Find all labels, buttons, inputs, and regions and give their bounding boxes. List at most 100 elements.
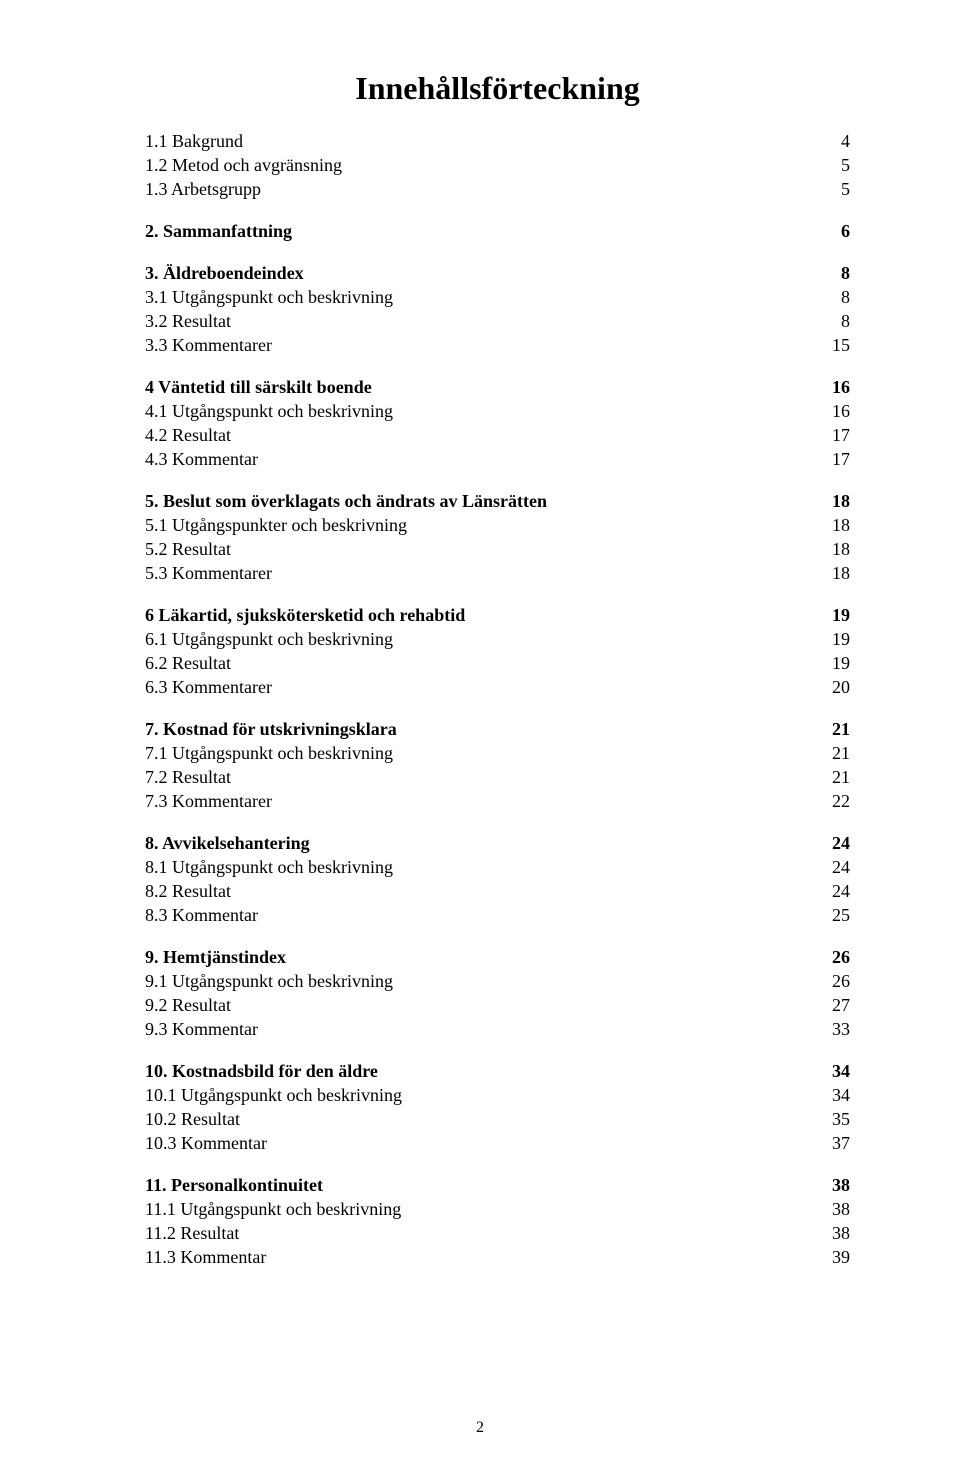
- toc-group: 10. Kostnadsbild för den äldre 34 10.1 Utg…: [145, 1059, 850, 1155]
- toc-entry-page: 8: [841, 285, 850, 309]
- toc-entry-page: 15: [832, 333, 850, 357]
- toc-entry-page: 16: [832, 399, 850, 423]
- toc-entry-label: 1.3 Arbetsgrupp: [145, 177, 261, 201]
- toc-entry-page: 6: [841, 219, 850, 243]
- toc-entry-page: 5: [841, 153, 850, 177]
- toc-entry-page: 18: [832, 561, 850, 585]
- toc-entry: 3.1 Utgångspunkt och beskrivning 8: [145, 285, 850, 309]
- toc-entry-label: 9. Hemtjänstindex: [145, 945, 286, 969]
- toc-entry-label: 9.1 Utgångspunkt och beskrivning: [145, 969, 393, 993]
- toc-entry-page: 25: [832, 903, 850, 927]
- toc-section-header: 2. Sammanfattning 6: [145, 219, 850, 243]
- toc-entry: 7.1 Utgångspunkt och beskrivning 21: [145, 741, 850, 765]
- toc-entry-page: 19: [832, 603, 850, 627]
- toc-entry-page: 26: [832, 945, 850, 969]
- toc-entry-page: 5: [841, 177, 850, 201]
- toc-entry-label: 11.3 Kommentar: [145, 1245, 266, 1269]
- toc-entry-label: 8. Avvikelsehantering: [145, 831, 310, 855]
- toc-entry: 9.2 Resultat27: [145, 993, 850, 1017]
- toc-entry: 8.2 Resultat24: [145, 879, 850, 903]
- toc-entry: 6.1 Utgångspunkt och beskrivning19: [145, 627, 850, 651]
- toc-entry-label: 4 Väntetid till särskilt boende: [145, 375, 372, 399]
- toc-entry-page: 16: [832, 375, 850, 399]
- page-title: Innehållsförteckning: [145, 70, 850, 107]
- toc-group: 1.1 Bakgrund41.2 Metod och avgränsning51…: [145, 129, 850, 201]
- toc-entry-page: 18: [832, 489, 850, 513]
- toc-entry-label: 2. Sammanfattning: [145, 219, 292, 243]
- toc-entry-label: 3.1 Utgångspunkt och beskrivning: [145, 285, 393, 309]
- toc-entry: 6.3 Kommentarer20: [145, 675, 850, 699]
- toc-entry-label: 11.1 Utgångspunkt och beskrivning: [145, 1197, 401, 1221]
- toc-entry: 1.3 Arbetsgrupp 5: [145, 177, 850, 201]
- toc-entry: 6.2 Resultat 19: [145, 651, 850, 675]
- toc-entry-label: 3.3 Kommentarer: [145, 333, 272, 357]
- toc-entry-label: 3.2 Resultat: [145, 309, 231, 333]
- toc-entry: 3.3 Kommentarer 15: [145, 333, 850, 357]
- toc-section-header: 10. Kostnadsbild för den äldre 34: [145, 1059, 850, 1083]
- toc-group: 3. Äldreboendeindex83.1 Utgångspunkt och…: [145, 261, 850, 357]
- toc-entry-label: 10. Kostnadsbild för den äldre: [145, 1059, 378, 1083]
- toc-entry: 8.1 Utgångspunkt och beskrivning 24: [145, 855, 850, 879]
- toc-entry: 10.3 Kommentar37: [145, 1131, 850, 1155]
- toc-entry-label: 10.3 Kommentar: [145, 1131, 267, 1155]
- toc-entry-label: 5.2 Resultat: [145, 537, 231, 561]
- toc-entry: 9.3 Kommentar33: [145, 1017, 850, 1041]
- toc-entry-label: 5.3 Kommentarer: [145, 561, 272, 585]
- toc-group: 7. Kostnad för utskrivningsklara217.1 Ut…: [145, 717, 850, 813]
- toc-entry-page: 21: [832, 741, 850, 765]
- toc-entry-page: 17: [832, 447, 850, 471]
- toc-entry-label: 4.2 Resultat: [145, 423, 231, 447]
- toc-entry: 11.3 Kommentar39: [145, 1245, 850, 1269]
- document-page: Innehållsförteckning 1.1 Bakgrund41.2 Me…: [0, 0, 960, 1467]
- toc-section-header: 6 Läkartid, sjukskötersketid och rehabti…: [145, 603, 850, 627]
- toc-entry-page: 24: [832, 831, 850, 855]
- toc-group: 2. Sammanfattning 6: [145, 219, 850, 243]
- toc-entry-label: 5.1 Utgångspunkter och beskrivning: [145, 513, 407, 537]
- toc-entry-page: 18: [832, 537, 850, 561]
- toc-entry: 1.1 Bakgrund4: [145, 129, 850, 153]
- toc-entry-label: 6.2 Resultat: [145, 651, 231, 675]
- toc-entry-label: 10.2 Resultat: [145, 1107, 240, 1131]
- toc-entry-page: 24: [832, 855, 850, 879]
- toc-group: 5. Beslut som överklagats och ändrats av…: [145, 489, 850, 585]
- toc-entry: 4.3 Kommentar17: [145, 447, 850, 471]
- toc-entry-label: 11.2 Resultat: [145, 1221, 239, 1245]
- toc-entry: 11.1 Utgångspunkt och beskrivning 38: [145, 1197, 850, 1221]
- toc-group: 6 Läkartid, sjukskötersketid och rehabti…: [145, 603, 850, 699]
- toc-entry: 4.2 Resultat17: [145, 423, 850, 447]
- toc-entry-label: 6.3 Kommentarer: [145, 675, 272, 699]
- toc-entry-label: 1.2 Metod och avgränsning: [145, 153, 342, 177]
- toc-group: 4 Väntetid till särskilt boende164.1 Utg…: [145, 375, 850, 471]
- toc-entry-page: 26: [832, 969, 850, 993]
- toc-entry: 10.2 Resultat 35: [145, 1107, 850, 1131]
- toc-entry-label: 7.1 Utgångspunkt och beskrivning: [145, 741, 393, 765]
- toc-entry-page: 22: [832, 789, 850, 813]
- toc-section-header: 9. Hemtjänstindex 26: [145, 945, 850, 969]
- toc-entry-page: 24: [832, 879, 850, 903]
- toc-entry: 1.2 Metod och avgränsning 5: [145, 153, 850, 177]
- toc-entry: 8.3 Kommentar25: [145, 903, 850, 927]
- toc-section-header: 3. Äldreboendeindex8: [145, 261, 850, 285]
- toc-entry-label: 7.2 Resultat: [145, 765, 231, 789]
- toc-group: 8. Avvikelsehantering248.1 Utgångspunkt …: [145, 831, 850, 927]
- toc-entry-label: 1.1 Bakgrund: [145, 129, 243, 153]
- toc-entry-page: 19: [832, 651, 850, 675]
- toc-entry: 3.2 Resultat8: [145, 309, 850, 333]
- toc-entry-page: 18: [832, 513, 850, 537]
- toc-entry-page: 38: [832, 1221, 850, 1245]
- toc-section-header: 5. Beslut som överklagats och ändrats av…: [145, 489, 850, 513]
- toc-group: 11. Personalkontinuitet3811.1 Utgångspun…: [145, 1173, 850, 1269]
- toc-entry-label: 9.3 Kommentar: [145, 1017, 258, 1041]
- toc-entry-page: 38: [832, 1197, 850, 1221]
- toc-entry-page: 38: [832, 1173, 850, 1197]
- toc-entry-label: 8.1 Utgångspunkt och beskrivning: [145, 855, 393, 879]
- toc-entry-page: 35: [832, 1107, 850, 1131]
- page-number: 2: [476, 1419, 484, 1437]
- toc-section-header: 4 Väntetid till särskilt boende 16: [145, 375, 850, 399]
- toc-entry: 4.1 Utgångspunkt och beskrivning 16: [145, 399, 850, 423]
- toc-entry-label: 10.1 Utgångspunkt och beskrivning: [145, 1083, 402, 1107]
- toc-entry-page: 34: [832, 1083, 850, 1107]
- toc-entry-label: 4.1 Utgångspunkt och beskrivning: [145, 399, 393, 423]
- toc-entry-label: 5. Beslut som överklagats och ändrats av…: [145, 489, 547, 513]
- toc-entry-page: 34: [832, 1059, 850, 1083]
